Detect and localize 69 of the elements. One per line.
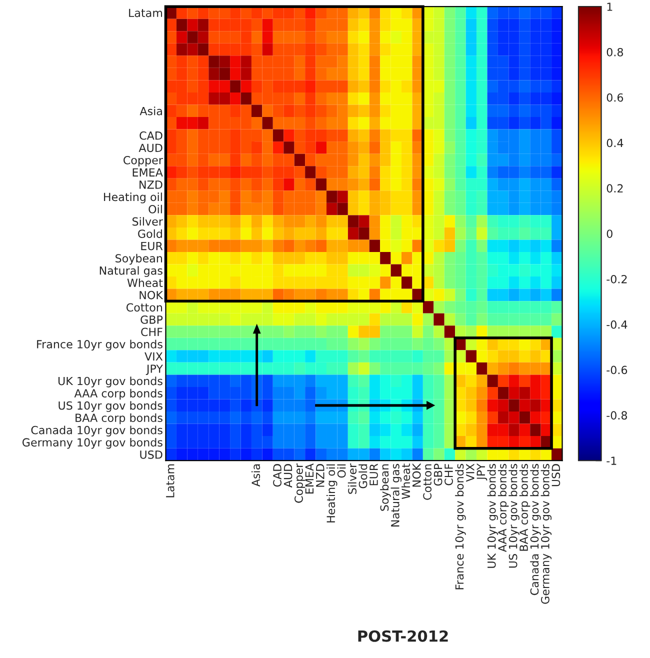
color-bar-label: -0.8 xyxy=(606,411,628,420)
x-tick-label: JPY xyxy=(476,463,488,480)
color-bar-label: -0.4 xyxy=(606,320,628,329)
y-tick-label: AAA corp bonds xyxy=(74,388,162,400)
x-tick-label: CHF xyxy=(444,464,453,486)
y-tick-label: EUR xyxy=(141,242,163,250)
y-tick-label: Latam xyxy=(129,8,162,18)
x-tick-label: CAD xyxy=(273,464,282,487)
y-tick-label: Soybean xyxy=(116,254,162,265)
y-tick-label: CAD xyxy=(140,131,162,140)
x-tick-label: BAA corp bonds xyxy=(519,464,530,551)
x-tick-label: GBP xyxy=(434,464,442,486)
y-tick-label: Natural gas xyxy=(100,266,162,277)
x-tick-label: VIX xyxy=(466,464,474,482)
y-tick-label: NOK xyxy=(140,290,164,300)
color-bar-label: -1 xyxy=(606,456,616,465)
x-tick-label: Gold xyxy=(358,464,368,488)
y-tick-label: USD xyxy=(140,450,162,459)
y-tick-label: GBP xyxy=(140,315,163,324)
color-bar-label: 0.2 xyxy=(606,184,623,193)
y-tick-label: Wheat xyxy=(127,278,163,288)
x-tick-label: Canada 10yr gov bonds xyxy=(530,464,541,596)
y-tick-label: Asia xyxy=(140,106,162,116)
x-tick-label: Natural gas xyxy=(390,464,402,526)
y-tick-label: France 10yr gov bonds xyxy=(37,340,162,351)
x-tick-label: AUD xyxy=(284,464,292,488)
y-tick-label: BAA corp bonds xyxy=(76,413,162,424)
y-tick-label: Germany 10yr gov bonds xyxy=(22,438,162,449)
color-bar-label: 0.6 xyxy=(606,93,624,102)
x-tick-label: AAA corp bonds xyxy=(498,464,509,552)
y-tick-label: UK 10yr gov bonds xyxy=(58,376,162,388)
x-tick-label: Heating oil xyxy=(326,464,338,522)
x-tick-label: Soybean xyxy=(380,464,391,511)
x-tick-label: Germany 10yr gov bonds xyxy=(540,464,552,604)
color-bar-label: 0.8 xyxy=(606,48,624,56)
x-tick-label: UK 10yr gov bonds xyxy=(487,464,498,568)
y-tick-label: Oil xyxy=(148,204,162,214)
x-tick-label: Wheat xyxy=(401,464,410,500)
y-tick-label: Canada 10yr gov bonds xyxy=(31,426,162,436)
text: POST-2012 xyxy=(358,630,448,642)
x-tick-label: Oil xyxy=(337,464,346,478)
color-bar-label: 0 xyxy=(606,230,612,238)
x-tick-label: Cotton xyxy=(423,464,432,500)
x-tick-label: Silver xyxy=(348,463,357,494)
y-tick-label: Silver xyxy=(132,217,163,226)
y-tick-label: Gold xyxy=(138,229,162,238)
color-bar-label: -0.6 xyxy=(606,366,628,374)
x-tick-label: EUR xyxy=(370,464,378,486)
y-tick-label: AUD xyxy=(138,144,162,152)
y-tick-label: Cotton xyxy=(126,303,162,312)
y-tick-label: CHF xyxy=(141,328,162,336)
y-tick-label: NZD xyxy=(140,180,162,189)
x-tick-label: NZD xyxy=(316,464,324,487)
color-bar-label: 1 xyxy=(607,2,612,11)
y-tick-label: US 10yr gov bonds xyxy=(58,401,162,412)
y-tick-label: VIX xyxy=(144,352,163,361)
y-tick-label: EMEA xyxy=(132,168,163,176)
y-tick-label: Copper xyxy=(124,156,163,166)
color-bar-label: -0.2 xyxy=(606,274,627,284)
x-tick-label: Copper xyxy=(294,463,306,503)
x-tick-label: USD xyxy=(552,464,560,486)
x-tick-label: US 10yr gov bonds xyxy=(508,464,520,568)
y-tick-label: JPY xyxy=(146,364,163,376)
y-tick-label: Heating oil xyxy=(104,192,162,204)
x-tick-label: France 10yr gov bonds xyxy=(455,464,466,590)
color-bar-label: 0.4 xyxy=(606,138,624,148)
x-tick-label: NOK xyxy=(412,463,421,487)
x-tick-label: EMEA xyxy=(305,463,314,494)
x-tick-label: Asia xyxy=(251,464,260,487)
